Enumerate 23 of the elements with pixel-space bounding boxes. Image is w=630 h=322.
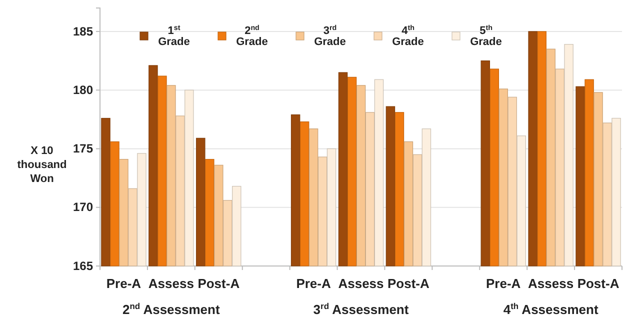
legend-label: 1$^{st}$ Grade [158,24,190,48]
x-tick-label: Pre-A [296,276,332,291]
x-tick-label: Post-A [577,276,620,291]
text: 3$^{rd}$ Assessment [313,301,410,317]
y-tick-label: 180 [72,82,94,97]
x-tick-label: Assess [338,276,384,291]
text: 4$^{th}$ Assessment [503,301,599,317]
legend-label: 5$^{th}$ Grade [470,24,502,48]
text: 2$^{nd}$ Assessment [122,301,220,317]
legend-label: 2$^{nd}$ Grade [236,24,268,48]
y-tick-label: 170 [72,200,94,214]
x-tick-label: Post-A [388,276,430,291]
y-tick-label: 165 [72,258,94,273]
x-tick-label: Pre-A [106,276,142,291]
legend-label: 4$^{th}$ Grade [392,24,424,48]
x-tick-label: Pre-A [486,276,522,291]
legend-label: 3$^{rd}$ Grade [314,24,346,48]
x-tick-label: Post-A [198,276,240,291]
y-axis-title: X 10 thousand Won [17,145,67,185]
y-tick-label: 175 [72,142,94,156]
x-tick-label: Assess [528,276,574,291]
y-tick-label: 185 [72,24,94,38]
x-tick-label: Assess [148,276,194,291]
